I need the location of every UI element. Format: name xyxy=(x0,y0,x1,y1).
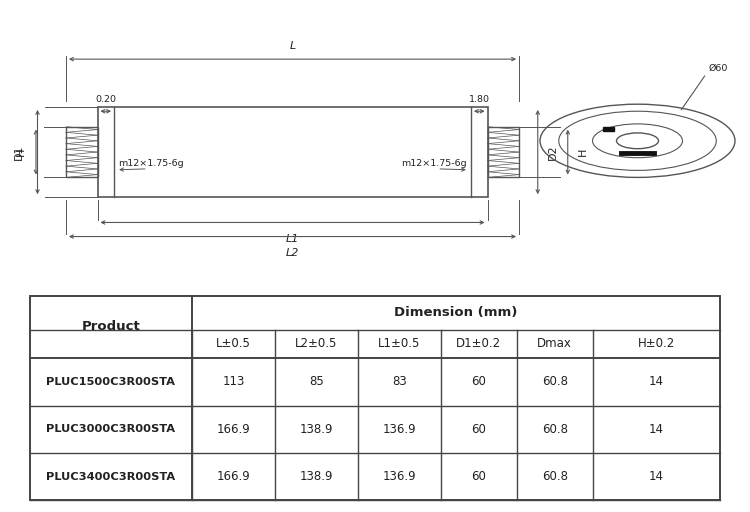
Bar xyxy=(488,127,519,178)
Text: 138.9: 138.9 xyxy=(299,423,333,436)
Text: 14: 14 xyxy=(649,470,664,483)
Text: Dmax: Dmax xyxy=(537,337,572,350)
Text: 60: 60 xyxy=(471,375,486,389)
Text: 60.8: 60.8 xyxy=(542,470,568,483)
Text: m12×1.75-6g: m12×1.75-6g xyxy=(402,159,467,168)
Text: 83: 83 xyxy=(392,375,406,389)
Text: Ø60: Ø60 xyxy=(708,64,728,73)
Text: L2: L2 xyxy=(286,248,299,258)
Text: D1±0.2: D1±0.2 xyxy=(456,337,501,350)
Text: H±0.2: H±0.2 xyxy=(638,337,675,350)
Text: 60: 60 xyxy=(471,423,486,436)
Text: 60.8: 60.8 xyxy=(542,375,568,389)
Text: PLUC3400C3R00STA: PLUC3400C3R00STA xyxy=(46,472,176,482)
Text: L1: L1 xyxy=(286,233,299,244)
Text: 85: 85 xyxy=(309,375,324,389)
Text: 1.80: 1.80 xyxy=(469,95,490,104)
Text: 166.9: 166.9 xyxy=(217,423,250,436)
Text: 136.9: 136.9 xyxy=(382,470,416,483)
Text: L: L xyxy=(290,40,296,51)
Text: D1: D1 xyxy=(13,144,24,160)
Bar xyxy=(603,127,613,132)
Text: 113: 113 xyxy=(222,375,245,389)
Text: 14: 14 xyxy=(649,375,664,389)
Text: L2±0.5: L2±0.5 xyxy=(295,337,338,350)
Text: 138.9: 138.9 xyxy=(299,470,333,483)
Text: 0.20: 0.20 xyxy=(95,95,116,104)
Text: Dimension (mm): Dimension (mm) xyxy=(394,306,518,319)
Text: 166.9: 166.9 xyxy=(217,470,250,483)
Text: L1±0.5: L1±0.5 xyxy=(378,337,420,350)
Text: H: H xyxy=(16,148,26,156)
Text: m12×1.75-6g: m12×1.75-6g xyxy=(118,159,183,168)
Text: H: H xyxy=(578,148,588,156)
Text: PLUC1500C3R00STA: PLUC1500C3R00STA xyxy=(46,377,176,387)
Text: PLUC3000C3R00STA: PLUC3000C3R00STA xyxy=(46,424,176,434)
Text: L±0.5: L±0.5 xyxy=(216,337,250,350)
Text: Product: Product xyxy=(81,321,140,333)
Text: 60.8: 60.8 xyxy=(542,423,568,436)
Text: 60: 60 xyxy=(471,470,486,483)
Text: 136.9: 136.9 xyxy=(382,423,416,436)
Text: D2: D2 xyxy=(548,144,558,160)
Bar xyxy=(98,107,488,197)
Text: 14: 14 xyxy=(649,423,664,436)
Bar xyxy=(66,127,98,178)
